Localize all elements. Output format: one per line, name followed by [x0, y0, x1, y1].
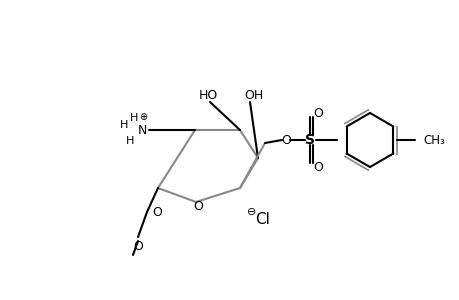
Text: H: H — [119, 120, 128, 130]
Text: H: H — [129, 113, 138, 123]
Text: HO: HO — [198, 88, 217, 101]
Text: OH: OH — [244, 88, 263, 101]
Text: ⊖: ⊖ — [247, 207, 256, 217]
Text: N: N — [137, 124, 146, 136]
Text: O: O — [313, 160, 322, 173]
Text: O: O — [151, 206, 162, 218]
Text: Cl: Cl — [254, 212, 269, 227]
Text: O: O — [193, 200, 202, 214]
Text: O: O — [313, 106, 322, 119]
Text: ⊕: ⊕ — [139, 112, 147, 122]
Text: CH₃: CH₃ — [422, 134, 444, 146]
Text: O: O — [133, 239, 143, 253]
Text: H: H — [126, 136, 134, 146]
Text: O: O — [280, 134, 290, 146]
Text: S: S — [304, 133, 314, 147]
